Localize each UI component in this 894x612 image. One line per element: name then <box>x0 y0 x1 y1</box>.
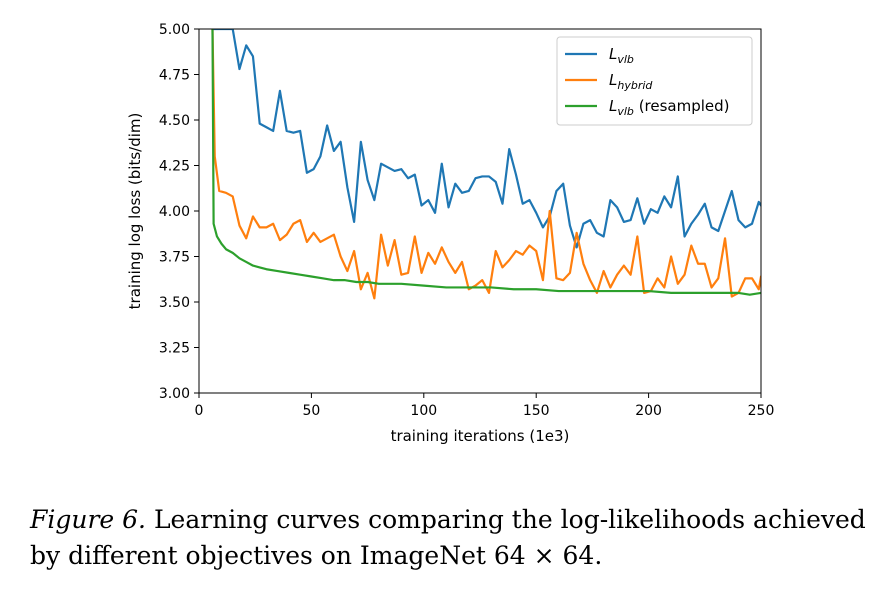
x-tick-label: 250 <box>748 403 775 419</box>
legend-entry: Lvlb <box>609 45 634 66</box>
y-tick-label: 3.25 <box>159 341 190 357</box>
legend-entry: Lvlb (resampled) <box>609 97 730 118</box>
y-tick-label: 4.75 <box>159 68 190 84</box>
figure-caption: Figure 6. Learning curves comparing the … <box>30 502 880 574</box>
x-tick-label: 50 <box>302 403 320 419</box>
series-line-1 <box>211 29 761 249</box>
y-tick-label: 4.50 <box>159 113 190 129</box>
legend-box <box>556 36 753 126</box>
y-axis-title: training log loss (bits/dim) <box>126 113 144 310</box>
x-axis-title: training iterations (1e3) <box>391 427 570 445</box>
y-tick-label: 3.75 <box>159 250 190 266</box>
series-layer <box>211 29 761 300</box>
x-tick-label: 100 <box>410 403 437 419</box>
y-tick-label: 5.00 <box>159 22 190 38</box>
legend: Lvlb Lhybrid Lvlb (resampled) <box>556 36 753 126</box>
y-tick-label: 3.50 <box>159 295 190 311</box>
ticks-layer: 0 50 100 150 200 250 3.00 3.25 3.50 3.75 4.00 4.25 4… <box>159 22 775 419</box>
figure-label: Figure 6. <box>30 505 146 534</box>
figure-caption-text: Learning curves comparing the log-likeli… <box>30 505 866 570</box>
legend-entry: Lhybrid <box>609 71 653 92</box>
y-tick-label: 4.00 <box>159 204 190 220</box>
series-line-3 <box>211 29 761 296</box>
x-tick-label: 150 <box>523 403 550 419</box>
chart: 0 50 100 150 200 250 3.00 3.25 3.50 3.75 4.00 4.25 4… <box>126 22 775 445</box>
y-tick-label: 4.25 <box>159 159 190 175</box>
x-tick-label: 0 <box>195 403 204 419</box>
y-tick-label: 3.00 <box>159 386 190 402</box>
x-tick-label: 200 <box>635 403 662 419</box>
